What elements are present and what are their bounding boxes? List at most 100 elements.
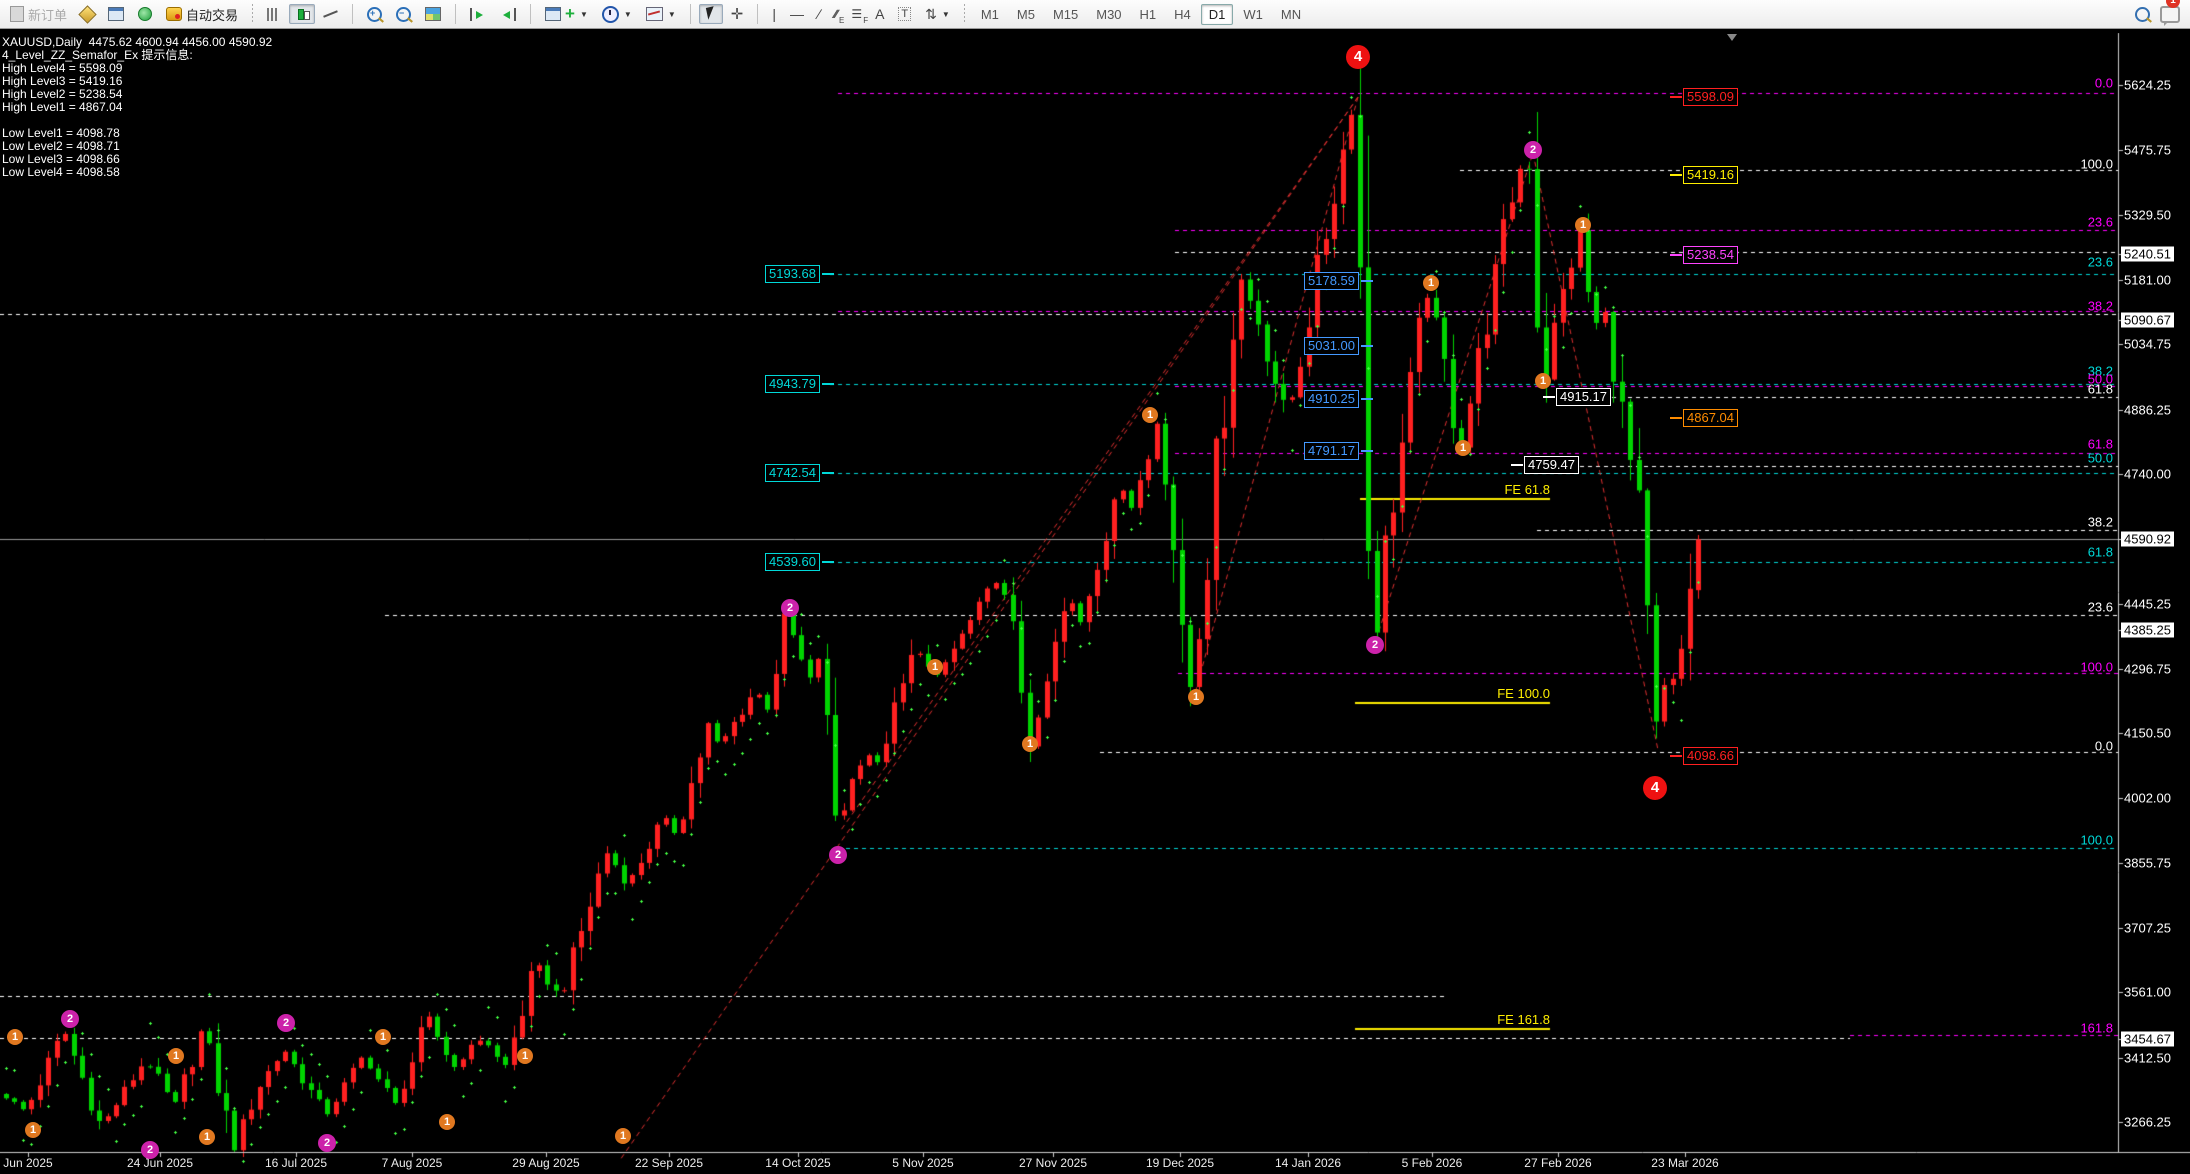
price-level-label: 4867.04 bbox=[1683, 409, 1738, 427]
vertical-line-button[interactable]: | bbox=[766, 4, 782, 24]
price-level-label: 4915.17 bbox=[1556, 387, 1611, 406]
tile-windows-button[interactable] bbox=[419, 4, 447, 24]
text-button[interactable]: A bbox=[869, 4, 890, 24]
timeframe-button-m30[interactable]: M30 bbox=[1096, 6, 1122, 22]
time-axis-label: 27 Feb 2026 bbox=[1524, 1156, 1592, 1170]
text-label-button[interactable]: T bbox=[892, 4, 917, 24]
window-divider bbox=[0, 28, 2190, 33]
price-axis-label-highlighted: 5090.67 bbox=[2121, 312, 2174, 328]
price-axis-label: 4740.00 bbox=[2124, 466, 2171, 482]
dropdown-arrow-icon: ▼ bbox=[579, 9, 588, 19]
arrows-button[interactable]: ⇅ ▼ bbox=[919, 4, 956, 24]
data-window-button[interactable] bbox=[102, 4, 130, 24]
horizontal-line-icon: — bbox=[789, 6, 804, 22]
new-order-button[interactable]: 新订单 bbox=[4, 4, 73, 24]
new-order-label: 新订单 bbox=[28, 7, 68, 23]
semafor-badge: 1 bbox=[1575, 217, 1591, 233]
price-level-stub bbox=[1361, 344, 1373, 347]
semafor-badge: 2 bbox=[318, 1134, 336, 1152]
template-button[interactable]: ▼ bbox=[640, 4, 682, 24]
price-level-stub bbox=[822, 561, 834, 563]
semafor-badge: 1 bbox=[7, 1029, 23, 1045]
crosshair-button[interactable]: ✛ bbox=[725, 4, 750, 24]
auto-scroll-button[interactable] bbox=[464, 4, 492, 24]
semafor-badge: 1 bbox=[927, 659, 943, 675]
semafor-badge: 1 bbox=[1188, 689, 1204, 705]
semafor-badge: 1 bbox=[1535, 373, 1551, 389]
price-axis-label: 4886.25 bbox=[2124, 402, 2171, 418]
tile-windows-icon bbox=[425, 7, 442, 21]
price-axis-label-highlighted: 3454.67 bbox=[2121, 1031, 2174, 1047]
channel-button[interactable]: ∕∕∕ E bbox=[828, 4, 844, 25]
timeframe-button-mn[interactable]: MN bbox=[1280, 6, 1302, 22]
fe-level-label: FE 61.8 bbox=[1504, 482, 1550, 497]
time-axis-label: 14 Oct 2025 bbox=[765, 1156, 831, 1170]
fib-percent-label: 61.8 bbox=[2087, 381, 2113, 397]
fib-percent-label: 38.2 bbox=[2087, 514, 2113, 530]
period-button[interactable]: ▼ bbox=[596, 4, 638, 24]
semafor-badge: 1 bbox=[375, 1029, 391, 1045]
vertical-line-icon: | bbox=[772, 6, 776, 22]
price-axis-label: 3707.25 bbox=[2124, 920, 2171, 936]
dropdown-arrow-icon: ▼ bbox=[623, 9, 632, 19]
price-level-stub bbox=[1361, 279, 1373, 282]
timeframe-button-d1[interactable]: D1 bbox=[1200, 3, 1234, 25]
toolbar: 新订单 自动交易 + − + ▼ bbox=[0, 0, 2190, 29]
navigator-button[interactable] bbox=[132, 4, 158, 24]
auto-trading-button[interactable]: 自动交易 bbox=[160, 4, 244, 24]
price-level-label: 5598.09 bbox=[1683, 87, 1738, 106]
chart-shift-button[interactable] bbox=[494, 4, 522, 24]
chart-info-text: XAUUSD,Daily 4475.62 4600.94 4456.00 459… bbox=[2, 35, 273, 179]
semafor-badge: 1 bbox=[199, 1129, 215, 1145]
notifications-icon[interactable]: 1 bbox=[2160, 0, 2180, 26]
zoom-out-icon: − bbox=[396, 6, 412, 22]
price-level-stub bbox=[1670, 95, 1682, 98]
fibonacci-icon: ☰ F bbox=[851, 7, 868, 25]
timeframe-button-m15[interactable]: M15 bbox=[1052, 6, 1079, 22]
candlestick-chart-button[interactable] bbox=[289, 4, 316, 24]
price-level-label: 5031.00 bbox=[1304, 336, 1359, 355]
auto-trading-label: 自动交易 bbox=[186, 7, 239, 23]
semafor-badge: 1 bbox=[615, 1128, 631, 1144]
price-level-label: 4539.60 bbox=[765, 553, 820, 571]
time-axis-label: 5 Feb 2026 bbox=[1401, 1156, 1463, 1170]
price-level-stub bbox=[822, 383, 834, 386]
trendline-icon: ∕ bbox=[817, 6, 821, 22]
market-watch-icon bbox=[78, 4, 97, 24]
horizontal-line-button[interactable]: — bbox=[784, 4, 810, 24]
time-axis-label: 19 Dec 2025 bbox=[1145, 1156, 1215, 1170]
price-axis-label: 5329.50 bbox=[2124, 207, 2171, 223]
timeframe-button-h4[interactable]: H4 bbox=[1174, 6, 1191, 22]
timeframe-button-w1[interactable]: W1 bbox=[1243, 6, 1263, 22]
bar-chart-button[interactable] bbox=[261, 4, 287, 24]
crosshair-icon: ✛ bbox=[730, 5, 744, 23]
price-level-stub bbox=[1361, 450, 1373, 453]
fib-percent-label: 23.6 bbox=[2087, 599, 2113, 615]
trendline-button[interactable]: ∕ bbox=[812, 4, 826, 24]
timeframe-button-h1[interactable]: H1 bbox=[1139, 6, 1157, 22]
notification-badge: 1 bbox=[2166, 0, 2180, 8]
timeframe-button-m1[interactable]: M1 bbox=[980, 6, 999, 22]
price-axis-label: 3855.75 bbox=[2124, 855, 2171, 871]
cursor-button[interactable] bbox=[698, 4, 723, 24]
fib-percent-label: 61.8 bbox=[2087, 544, 2113, 560]
text-icon: A bbox=[875, 6, 885, 22]
line-chart-button[interactable] bbox=[317, 4, 344, 24]
semafor-badge: 1 bbox=[1022, 736, 1038, 752]
fe-level-label: FE 161.8 bbox=[1497, 1012, 1550, 1027]
auto-scroll-icon bbox=[470, 7, 486, 21]
template-icon bbox=[645, 7, 663, 21]
price-level-label: 4759.47 bbox=[1524, 456, 1579, 475]
fibonacci-button[interactable]: ☰ F bbox=[845, 4, 868, 25]
zoom-in-button[interactable]: + bbox=[361, 4, 388, 24]
price-level-stub bbox=[1670, 754, 1682, 757]
expert-advisor-icon bbox=[166, 7, 183, 21]
search-icon[interactable] bbox=[2135, 6, 2150, 22]
timeframe-button-m5[interactable]: M5 bbox=[1016, 6, 1035, 22]
price-axis-label-highlighted: 4590.92 bbox=[2121, 531, 2174, 547]
market-watch-button[interactable] bbox=[75, 4, 100, 24]
zoom-out-button[interactable]: − bbox=[390, 4, 417, 24]
new-chart-button[interactable]: + ▼ bbox=[539, 4, 594, 24]
